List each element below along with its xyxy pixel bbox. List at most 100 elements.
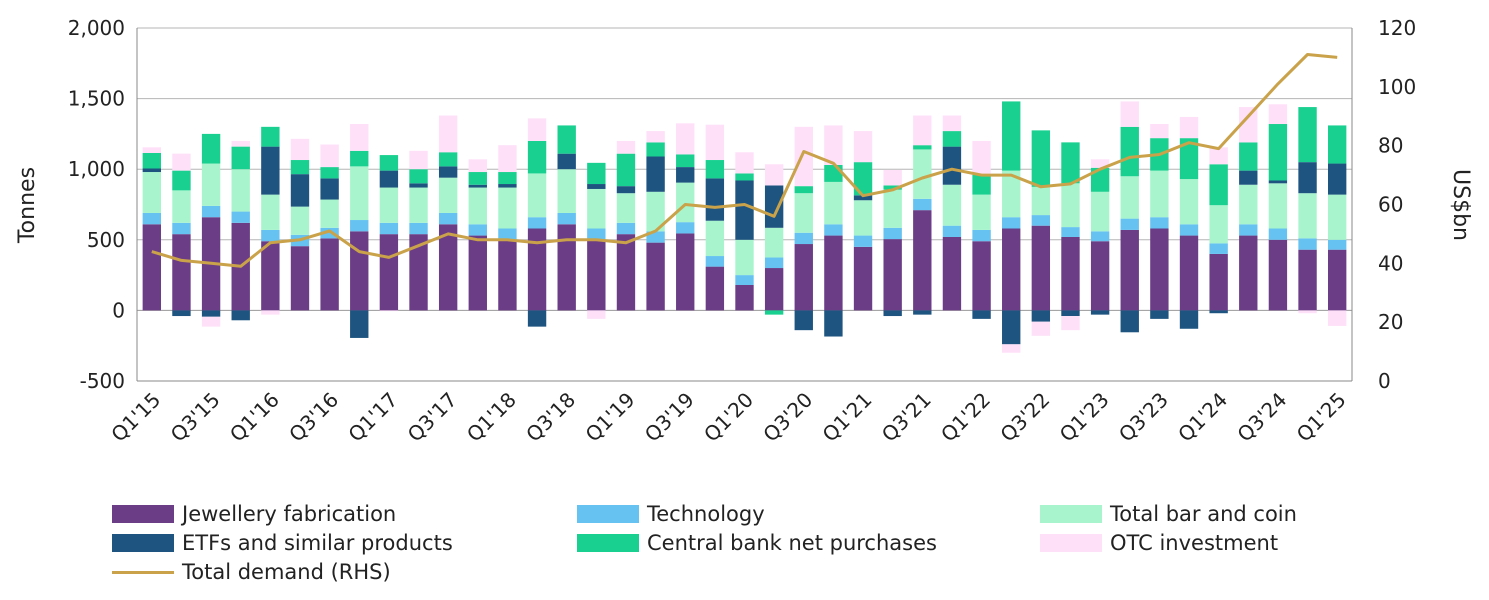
total-demand-line-group [151,53,1338,268]
bar-jewellery-fabrication-25 [883,239,902,311]
bar-technology-12 [498,228,517,240]
bar-jewellery-fabrication-40 [1327,249,1347,311]
bar-technology-24 [853,235,873,247]
bar-otc-investment-20 [735,152,754,174]
bar-otc-investment-4 [261,310,280,315]
bar-otc-investment-24 [853,131,873,163]
stacked-bars [142,101,1347,353]
bar-central-bank-net-purchases-6 [320,167,339,179]
bar-jewellery-fabrication-19 [705,266,725,311]
bar-otc-investment-15 [587,310,606,319]
legend-label: Total demand (RHS) [182,560,391,584]
bar-central-bank-net-purchases-12 [498,172,517,185]
bar-jewellery-fabrication-7 [350,231,369,311]
bar-jewellery-fabrication-17 [646,242,665,311]
bar-jewellery-fabrication-28 [972,241,991,311]
bar-otc-investment-12 [498,145,517,173]
left-axis-ticks: -500 0 500 1,000 1,500 2,000 [68,16,125,393]
bar-otc-investment-17 [646,131,665,143]
x-tick-label: Q3'19 [640,388,699,447]
legend-label: ETFs and similar products [182,531,453,555]
y2-tick-label: 0 [1378,369,1391,393]
bar-etfs-and-similar-products-14 [557,153,576,170]
y-tick-label: 1,500 [68,87,125,111]
bar-jewellery-fabrication-36 [1209,253,1228,311]
bar-jewellery-fabrication-20 [735,284,754,311]
y2-tick-label: 40 [1378,251,1403,275]
bar-central-bank-net-purchases-11 [468,172,487,185]
legend-item-technology: Technology [577,500,765,528]
bar-total-bar-and-coin-34 [1150,170,1169,218]
bar-jewellery-fabrication-11 [468,235,487,311]
bar-total-bar-and-coin-14 [557,169,576,213]
y-tick-label: 2,000 [68,16,125,40]
bar-etfs-and-similar-products-21 [764,185,784,228]
bar-otc-investment-3 [231,140,250,147]
bar-total-bar-and-coin-24 [853,200,873,236]
bar-technology-4 [261,229,280,242]
bar-jewellery-fabrication-21 [764,268,784,311]
bar-central-bank-net-purchases-35 [1179,138,1199,180]
bar-technology-27 [942,225,962,237]
bar-jewellery-fabrication-13 [527,228,547,311]
x-tick-label: Q3'24 [1232,388,1291,447]
bar-jewellery-fabrication-32 [1090,241,1110,311]
bar-jewellery-fabrication-4 [261,241,280,311]
bar-etfs-and-similar-products-36 [1209,310,1228,314]
bar-etfs-and-similar-products-27 [942,146,962,185]
bar-etfs-and-similar-products-24 [853,195,873,201]
bar-total-bar-and-coin-10 [438,177,458,213]
legend-label: OTC investment [1110,531,1279,555]
bar-etfs-and-similar-products-13 [527,310,547,327]
bar-jewellery-fabrication-9 [409,234,428,311]
bar-coin-swatch [1040,505,1102,523]
bar-total-bar-and-coin-32 [1090,191,1110,232]
bar-technology-8 [379,222,399,235]
bar-etfs-and-similar-products-28 [972,310,991,319]
bar-total-bar-and-coin-26 [913,149,932,199]
bar-total-bar-and-coin-27 [942,184,962,226]
bar-total-bar-and-coin-17 [646,191,665,232]
bar-otc-investment-28 [972,140,991,175]
bar-central-bank-net-purchases-30 [1031,130,1051,187]
bar-etfs-and-similar-products-32 [1090,310,1110,315]
bar-central-bank-net-purchases-5 [290,160,310,175]
bar-etfs-and-similar-products-5 [290,174,310,207]
bar-total-bar-and-coin-8 [379,187,399,223]
bar-etfs-and-similar-products-0 [142,168,162,173]
axes [136,28,1353,382]
bar-central-bank-net-purchases-9 [409,169,428,184]
bar-total-bar-and-coin-36 [1209,205,1228,244]
bar-otc-investment-6 [320,144,339,168]
bar-total-bar-and-coin-3 [231,169,250,212]
bar-central-bank-net-purchases-3 [231,146,250,170]
bar-etfs-and-similar-products-26 [913,310,932,315]
bar-technology-14 [557,212,576,225]
bar-jewellery-fabrication-27 [942,236,962,311]
legend-item-central-bank: Central bank net purchases [577,529,937,557]
bar-etfs-and-similar-products-9 [409,183,428,188]
bar-jewellery-fabrication-37 [1239,235,1258,311]
bar-technology-9 [409,222,428,235]
bar-etfs-and-similar-products-19 [705,178,725,221]
bar-jewellery-fabrication-16 [616,234,636,311]
bar-technology-23 [824,224,843,236]
x-tick-label: Q3'18 [521,388,580,447]
x-tick-label: Q3'15 [166,388,225,447]
bar-total-bar-and-coin-31 [1061,183,1080,228]
bar-jewellery-fabrication-23 [824,235,843,311]
bar-jewellery-fabrication-34 [1150,228,1169,311]
legend-item-bar-coin: Total bar and coin [1040,500,1297,528]
bar-technology-20 [735,275,754,285]
bar-technology-6 [320,227,339,239]
bar-technology-31 [1061,227,1080,237]
legend-label: Technology [647,502,765,526]
bar-etfs-and-similar-products-10 [438,166,458,178]
bar-central-bank-net-purchases-28 [972,174,991,195]
bar-etfs-and-similar-products-25 [883,310,902,317]
bar-jewellery-fabrication-1 [172,234,191,311]
bar-total-bar-and-coin-22 [794,193,813,233]
bar-otc-investment-18 [676,123,695,155]
bar-otc-investment-11 [468,159,487,173]
bar-otc-investment-1 [172,153,191,171]
